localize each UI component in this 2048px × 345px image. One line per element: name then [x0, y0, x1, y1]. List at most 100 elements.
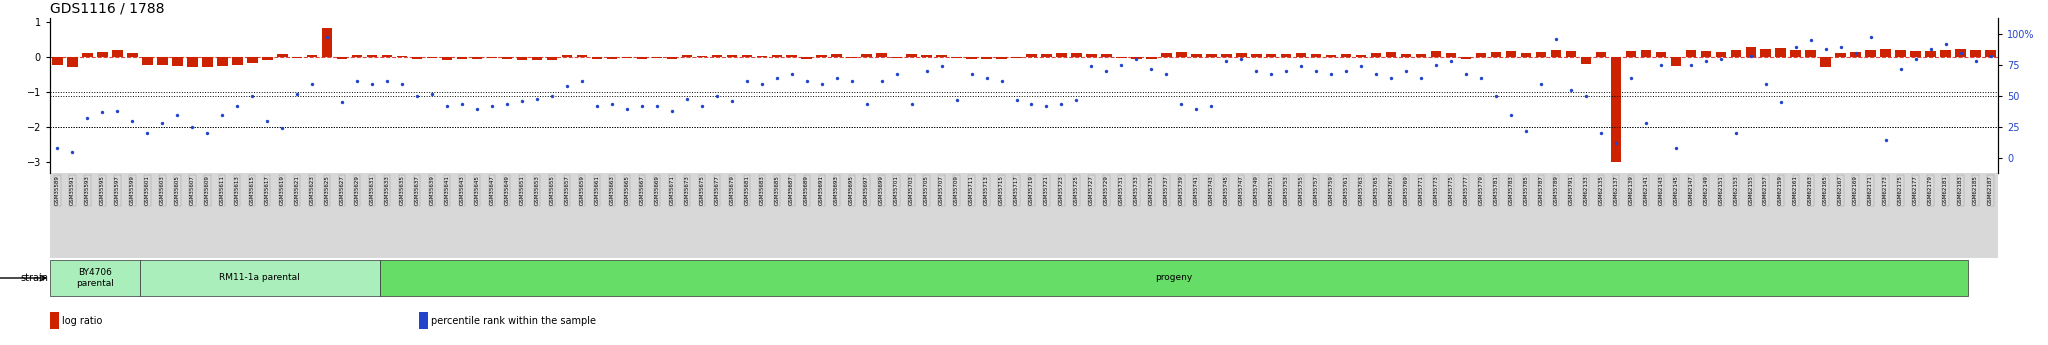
Bar	[457, 57, 467, 59]
Point	[760, 75, 793, 80]
Bar	[1640, 50, 1651, 57]
Text: GSM35783: GSM35783	[1509, 176, 1513, 205]
Point	[385, 81, 418, 87]
Text: GSM35593: GSM35593	[84, 176, 90, 205]
FancyBboxPatch shape	[49, 260, 139, 296]
Text: GSM35667: GSM35667	[639, 176, 645, 205]
Point	[1960, 59, 1993, 64]
Point	[715, 98, 748, 104]
Text: GSM62151: GSM62151	[1718, 176, 1722, 205]
Point	[670, 96, 702, 101]
Point	[1180, 106, 1212, 111]
Bar	[1370, 53, 1382, 57]
FancyBboxPatch shape	[139, 260, 379, 296]
Point	[565, 78, 598, 84]
Text: GSM35669: GSM35669	[655, 176, 659, 205]
Bar	[862, 53, 872, 57]
Bar	[1356, 55, 1366, 57]
Bar	[1956, 49, 1966, 57]
Point	[1898, 56, 1931, 62]
Text: GSM35671: GSM35671	[670, 176, 674, 205]
Point	[1194, 103, 1227, 109]
Text: GSM35705: GSM35705	[924, 176, 930, 205]
Text: GSM35689: GSM35689	[805, 176, 809, 205]
Bar	[1776, 48, 1786, 57]
Point	[625, 103, 657, 109]
Text: GSM35599: GSM35599	[129, 176, 135, 205]
Bar	[682, 55, 692, 57]
Text: GSM35597: GSM35597	[115, 176, 121, 205]
Text: percentile rank within the sample: percentile rank within the sample	[430, 316, 596, 326]
Text: GSM62139: GSM62139	[1628, 176, 1634, 205]
Point	[1391, 69, 1423, 74]
Text: GSM62167: GSM62167	[1839, 176, 1843, 205]
Text: GSM62187: GSM62187	[1989, 176, 1993, 205]
Point	[864, 78, 897, 84]
Point	[1090, 69, 1122, 74]
Point	[1495, 112, 1528, 118]
Text: GSM62161: GSM62161	[1794, 176, 1798, 205]
Point	[295, 81, 328, 87]
Text: GSM62163: GSM62163	[1808, 176, 1812, 205]
Text: GSM35655: GSM35655	[549, 176, 555, 205]
Bar	[1161, 53, 1171, 57]
Point	[805, 81, 838, 87]
Text: BY4706
parental: BY4706 parental	[76, 268, 115, 288]
Point	[1540, 36, 1573, 42]
Bar	[338, 57, 348, 59]
Point	[176, 124, 209, 130]
Bar	[1522, 52, 1532, 57]
Point	[1839, 50, 1872, 56]
Point	[1300, 69, 1333, 74]
Bar	[141, 57, 154, 65]
Text: strain: strain	[20, 273, 47, 283]
Bar	[113, 50, 123, 57]
Point	[1061, 97, 1094, 102]
Bar	[1401, 54, 1411, 57]
Point	[252, 118, 285, 124]
Text: GSM35611: GSM35611	[219, 176, 225, 205]
Bar	[606, 57, 616, 59]
Text: GSM35747: GSM35747	[1239, 176, 1243, 205]
Point	[1870, 137, 1903, 142]
Bar	[1116, 57, 1126, 58]
Text: GSM35769: GSM35769	[1403, 176, 1409, 205]
Point	[1524, 81, 1556, 87]
Point	[492, 101, 524, 106]
Bar	[936, 55, 946, 57]
Text: GSM35663: GSM35663	[610, 176, 614, 205]
Text: GSM62175: GSM62175	[1898, 176, 1903, 205]
Bar	[1491, 52, 1501, 57]
Bar	[907, 54, 918, 57]
Bar	[772, 55, 782, 57]
Point	[1044, 101, 1077, 106]
Bar	[1985, 50, 1995, 57]
Bar	[952, 57, 963, 58]
Bar	[891, 57, 901, 58]
Bar	[1147, 57, 1157, 59]
Point	[1974, 54, 2007, 59]
Bar	[1341, 54, 1352, 57]
Text: GSM35737: GSM35737	[1163, 176, 1169, 205]
Text: GSM62157: GSM62157	[1763, 176, 1767, 205]
Point	[1016, 101, 1049, 106]
Text: GSM35779: GSM35779	[1479, 176, 1483, 205]
Point	[281, 91, 313, 96]
Point	[162, 112, 195, 118]
Text: GSM35617: GSM35617	[264, 176, 270, 205]
Text: GSM35749: GSM35749	[1253, 176, 1260, 205]
Point	[1808, 46, 1841, 52]
Point	[1450, 71, 1483, 77]
Bar	[1550, 50, 1561, 57]
Bar	[276, 54, 287, 57]
Point	[416, 91, 449, 96]
Bar	[1085, 53, 1096, 57]
Point	[1374, 75, 1407, 80]
Text: GSM35759: GSM35759	[1329, 176, 1333, 205]
Text: GSM62153: GSM62153	[1733, 176, 1739, 205]
Bar	[1716, 52, 1726, 57]
Bar	[1565, 51, 1577, 57]
Text: GSM35791: GSM35791	[1569, 176, 1573, 205]
Text: GSM35761: GSM35761	[1343, 176, 1350, 205]
Bar	[381, 55, 393, 57]
